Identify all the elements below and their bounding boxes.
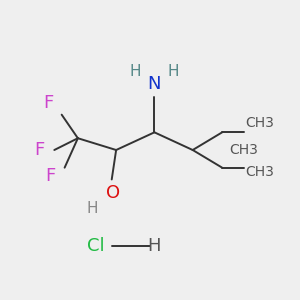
Text: H: H	[87, 201, 98, 216]
Text: H: H	[148, 237, 161, 255]
Text: F: F	[34, 141, 45, 159]
Text: Cl: Cl	[87, 237, 104, 255]
Text: CH3: CH3	[246, 165, 274, 179]
Text: H: H	[168, 64, 179, 80]
Text: N: N	[148, 75, 161, 93]
Text: F: F	[45, 167, 55, 185]
Text: CH3: CH3	[230, 143, 258, 157]
Text: H: H	[130, 64, 141, 80]
Text: CH3: CH3	[246, 116, 274, 130]
Text: O: O	[106, 184, 120, 202]
Text: F: F	[43, 94, 53, 112]
